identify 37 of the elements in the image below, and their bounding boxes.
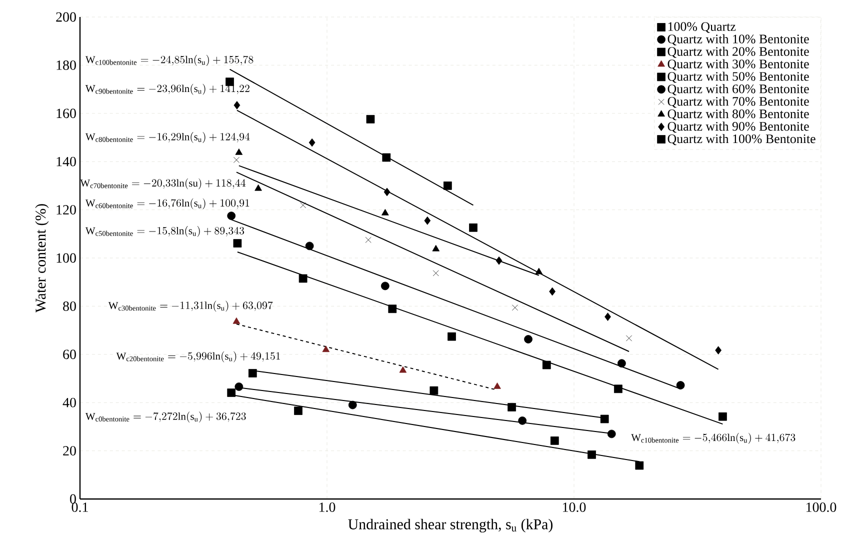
x-tick-label: 1.0: [320, 502, 336, 512]
annotation: $\mathrm{W}_{\mathrm{c10bentonite}} = -5{,}466\mathrm{ln}(\mathrm{s}_{\mathrm{u}}) + 41{,}673$: [631, 432, 796, 444]
y-tick-label: 200: [56, 12, 76, 22]
annotation: $\mathrm{W}_{\mathrm{c60bentonite}}= -16{,}76\mathrm{ln}(\mathrm{s}_{\mathrm{u}}) + 100{,}91$: [85, 198, 250, 210]
annotation: $\mathrm{W}_{\mathrm{c90bentonite}} = -23{,}96\mathrm{ln}(\mathrm{s}_{\mathrm{u}}) + 141{,}22$: [85, 84, 250, 95]
annotation: $\mathrm{W}_{\mathrm{c50bentonite}} = -15{,}8\mathrm{ln}(\mathrm{s}_{\mathrm{u}}) + 89{,}343$: [85, 226, 244, 237]
annotation: $\mathrm{W}_{\mathrm{c100bentonite}} = -24{,}85\mathrm{ln}(\mathrm{s}_{\mathrm{u}}) + 155{,}78$: [85, 54, 254, 66]
legend-label: Quartz with 60% Bentonite: [668, 84, 809, 96]
legend-label: 100% Quartz: [668, 22, 736, 33]
y-tick-label: 40: [62, 398, 76, 408]
annotation: $\mathrm{W}_{\mathrm{c80bentonite}} = -16{,}29\mathrm{ln}(\mathrm{s}_{\mathrm{u}}) + 124{,}94$: [85, 132, 250, 143]
legend-label: Quartz with 30% Bentonite: [668, 59, 809, 70]
legend-label: Quartz with 20% Bentonite: [668, 46, 809, 58]
legend-label: Quartz with 80% Bentonite: [668, 109, 809, 120]
annotation: $\mathrm{W}_{\mathrm{c20bentonite}} = -5{,}996\mathrm{ln}(\mathrm{s}_{\mathrm{u}}) + 49{,}151$: [116, 351, 280, 362]
x-axis-title: Undrained shear strength, s$_{u}$ (kPa): [348, 518, 553, 532]
y-tick-label: 120: [56, 205, 76, 215]
y-tick-label: 80: [63, 301, 76, 311]
y-tick-label: 180: [56, 60, 76, 70]
legend-label: Quartz with 10% Bentonite: [668, 34, 809, 46]
x-tick-label: 100.0: [806, 502, 836, 512]
legend-label: Quartz with 90% Bentonite: [668, 122, 809, 133]
legend-label: Quartz with 50% Bentonite: [668, 72, 809, 83]
annotation: $\mathrm{W}_{\mathrm{c0bentonite}} = -7{,}272\mathrm{ln}(\mathrm{s}_{\mathrm{u}}) + 36{,}723$: [85, 412, 246, 423]
y-tick-label: 60: [63, 350, 76, 360]
y-tick-label: 160: [56, 108, 76, 118]
x-tick-label: 10.0: [563, 502, 586, 512]
legend-label: Quartz with 100% Bentonite: [668, 134, 816, 146]
annotation: $\mathrm{W}_{\mathrm{c30bentonite}} = -11{,}31\mathrm{ln}(\mathrm{s}_{\mathrm{u}}) + 63{,}097$: [108, 300, 273, 312]
y-tick-label: 100: [56, 253, 76, 263]
x-tick-label: 0.1: [72, 502, 88, 512]
y-tick-label: 20: [63, 446, 76, 456]
legend-label: Quartz with 70% Bentonite: [668, 96, 809, 108]
annotation: $\mathrm{W}_{\mathrm{c70bentonite}} = -20{,}33\mathrm{ln}(\mathrm{su}) + 118{,}44$: [80, 178, 246, 190]
y-tick-label: 0: [70, 494, 76, 504]
y-tick-label: 140: [56, 156, 76, 166]
y-axis-title: Water content (%): [35, 204, 49, 313]
